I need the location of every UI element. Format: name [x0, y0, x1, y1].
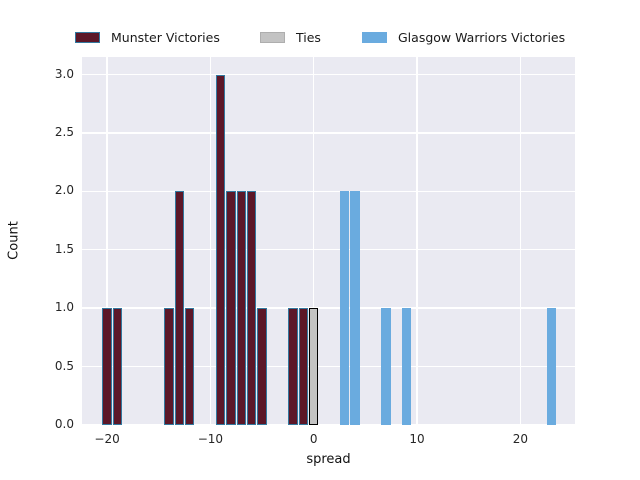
y-tick-label: 1.0 — [54, 300, 74, 315]
histogram-bar — [381, 308, 391, 425]
y-tick-label: 3.0 — [54, 66, 74, 81]
legend-swatch-ties — [260, 31, 285, 43]
legend-swatch-munster-victories — [75, 31, 100, 43]
histogram-bar — [236, 191, 247, 425]
x-tick-label: −20 — [94, 432, 120, 446]
legend: Munster Victories Ties Glasgow Warriors Vi… — [0, 0, 640, 52]
plot-area — [82, 57, 575, 426]
histogram-bar — [226, 191, 236, 425]
y-tick-label: 2.0 — [54, 183, 74, 198]
histogram-bar — [185, 308, 195, 425]
y-tick-label: 0.5 — [54, 358, 74, 373]
legend-label: Ties — [296, 29, 321, 45]
histogram-bar — [112, 308, 123, 425]
x-tick-label: 0 — [309, 432, 318, 446]
legend-item-ties: Ties — [260, 27, 321, 47]
gridline-vertical — [416, 57, 418, 425]
legend-swatch-glasgow-warriors-victories — [362, 31, 387, 43]
gridline-vertical — [106, 57, 108, 425]
x-axis-label: spread — [306, 452, 351, 467]
gridline-vertical — [519, 57, 522, 425]
x-tick-label: 20 — [512, 432, 528, 446]
histogram-bar — [257, 308, 267, 425]
legend-item-munster-victories: Munster Victories — [75, 27, 220, 47]
histogram-bar — [164, 308, 174, 425]
y-tick-label: 0.0 — [54, 417, 74, 431]
y-tick-label: 1.5 — [54, 241, 74, 256]
y-tick-label: 2.5 — [54, 124, 74, 139]
gridline-horizontal — [82, 307, 575, 309]
histogram-bar — [216, 74, 226, 425]
gridline-vertical — [209, 57, 212, 425]
histogram-bar — [102, 308, 112, 425]
gridline-horizontal — [82, 424, 575, 426]
gridline-horizontal — [82, 73, 575, 76]
legend-item-glasgow-warriors-victories: Glasgow Warriors Victories — [362, 27, 565, 47]
gridline-vertical — [313, 57, 315, 425]
histogram-bar — [546, 308, 556, 425]
histogram-bar — [340, 191, 350, 425]
gridline-horizontal — [82, 132, 575, 134]
x-tick-label: −10 — [197, 432, 224, 446]
x-tick-label: 10 — [409, 432, 425, 446]
gridline-horizontal — [82, 190, 575, 193]
histogram-bar — [247, 191, 257, 425]
histogram-bar — [350, 191, 360, 425]
histogram-bar — [309, 308, 319, 425]
histogram-bar — [298, 308, 309, 425]
gridline-horizontal — [82, 365, 575, 368]
y-axis-label: Count — [6, 221, 22, 260]
histogram-bar — [174, 191, 185, 425]
legend-label: Munster Victories — [111, 29, 220, 45]
legend-label: Glasgow Warriors Victories — [398, 29, 566, 45]
histogram-bar — [288, 308, 298, 425]
gridline-horizontal — [82, 249, 575, 251]
histogram-bar — [402, 308, 412, 425]
